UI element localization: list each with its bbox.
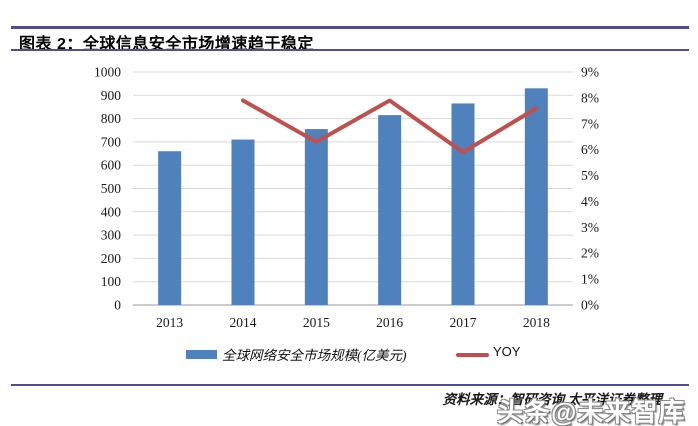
right-axis-tick: 6% <box>581 142 599 157</box>
right-axis-tick: 3% <box>581 220 599 235</box>
left-axis-tick: 400 <box>101 204 122 219</box>
legend-bar-label: 全球网络安全市场规模(亿美元) <box>222 348 407 363</box>
title-rule-top <box>11 26 689 29</box>
left-axis-tick: 100 <box>101 274 122 289</box>
left-axis-tick: 300 <box>101 228 122 243</box>
x-axis-tick: 2018 <box>523 315 550 330</box>
left-axis-tick: 0 <box>114 298 121 313</box>
left-axis-tick: 900 <box>101 88 122 103</box>
figure-title: 图表 2：全球信息安全市场增速趋于稳定 <box>19 36 314 53</box>
footer-rule <box>11 384 689 386</box>
bar <box>451 103 475 305</box>
bar <box>158 151 182 305</box>
right-axis-tick: 2% <box>581 246 599 261</box>
left-axis-tick: 600 <box>101 158 122 173</box>
bar <box>231 139 255 305</box>
right-axis-tick: 7% <box>581 116 599 131</box>
right-axis-tick: 0% <box>581 298 599 313</box>
left-axis-tick: 700 <box>101 134 122 149</box>
right-axis-tick: 9% <box>581 65 599 80</box>
legend-bar-swatch <box>186 350 217 359</box>
source-text: 资料来源：智研咨询 太平洋证券整理 <box>442 392 662 407</box>
watermark: 头条@未来智库 <box>497 397 686 426</box>
x-axis-tick: 2016 <box>376 315 403 330</box>
x-axis-tick: 2013 <box>156 315 183 330</box>
right-axis-tick: 4% <box>581 194 599 209</box>
legend-line-swatch <box>456 353 489 357</box>
x-axis-tick: 2017 <box>450 315 477 330</box>
left-axis-tick: 800 <box>101 111 122 126</box>
yoy-line <box>241 98 539 155</box>
bar <box>378 115 402 305</box>
x-axis-tick: 2015 <box>303 315 330 330</box>
left-axis-tick: 200 <box>101 251 122 266</box>
right-axis-tick: 5% <box>581 168 599 183</box>
bar <box>304 129 328 305</box>
x-axis-tick: 2014 <box>230 315 257 330</box>
left-axis-tick: 500 <box>101 181 122 196</box>
bar <box>524 88 548 305</box>
left-axis-tick: 1000 <box>94 65 121 80</box>
legend-line-label: YOY <box>493 344 521 359</box>
right-axis-tick: 8% <box>581 90 599 105</box>
title-rule-bottom <box>11 49 689 51</box>
right-axis-tick: 1% <box>581 272 599 287</box>
